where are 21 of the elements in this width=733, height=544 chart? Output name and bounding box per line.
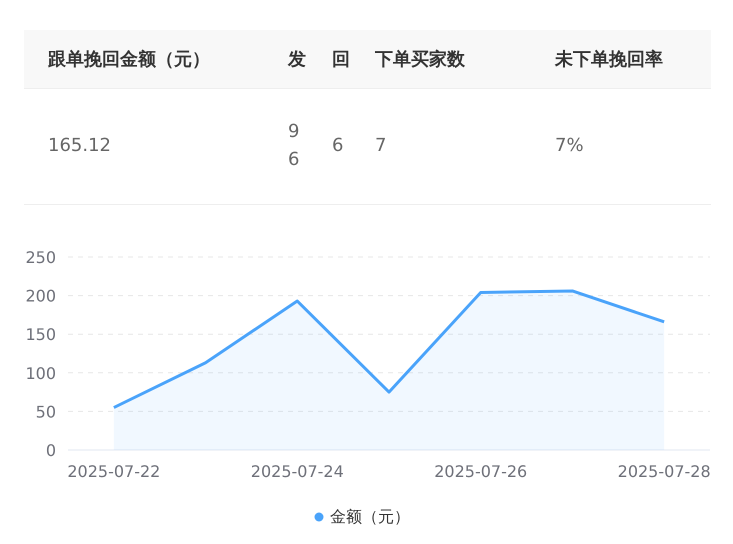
x-tick-label: 2025-07-26 bbox=[434, 462, 528, 481]
category-label: 发 bbox=[288, 48, 306, 71]
y-tick-label: 150 bbox=[25, 325, 56, 344]
x-tick-label: 2025-07-24 bbox=[250, 462, 344, 481]
y-tick-label: 50 bbox=[36, 402, 56, 422]
legend-label: 金额（元） bbox=[330, 507, 410, 526]
text: 96 bbox=[288, 121, 300, 170]
text: 7 bbox=[375, 135, 386, 156]
text: 7% bbox=[555, 135, 584, 156]
category-label: 未下单挽回率 bbox=[555, 48, 663, 71]
y-tick-label: 200 bbox=[25, 286, 56, 306]
text: 6 bbox=[332, 135, 344, 156]
text: 165.12 bbox=[48, 135, 111, 156]
y-tick-label: 250 bbox=[25, 248, 56, 267]
category-label: 回 bbox=[332, 48, 350, 71]
category-label: 跟单挽回金额（元） bbox=[48, 48, 210, 71]
y-tick-label: 100 bbox=[25, 364, 56, 383]
y-tick-label: 0 bbox=[46, 441, 56, 460]
category-label: 下单买家数 bbox=[375, 48, 465, 71]
x-tick-label: 2025-07-28 bbox=[618, 462, 711, 481]
x-tick-label: 2025-07-22 bbox=[67, 462, 160, 481]
